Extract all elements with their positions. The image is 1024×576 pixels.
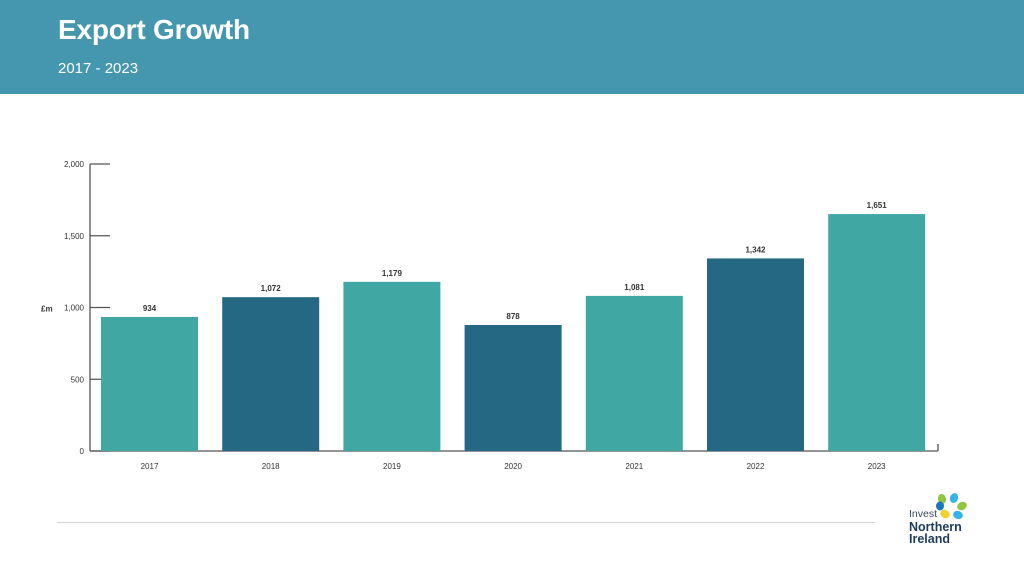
bar-2019 [343, 281, 441, 451]
x-tick-label: 2018 [262, 462, 280, 471]
logo-petal-icon [940, 509, 950, 519]
x-tick-label: 2021 [625, 462, 643, 471]
logo-petal-icon [936, 501, 944, 511]
y-axis-label: £m [41, 305, 53, 314]
bar-value-label: 1,081 [624, 283, 645, 292]
header-banner: Export Growth 2017 - 2023 [0, 0, 1024, 94]
logo-text-ireland: Ireland [909, 532, 950, 546]
logo-text-invest: Invest [909, 508, 938, 520]
bar-2021 [585, 295, 683, 451]
x-tick-label: 2023 [868, 462, 886, 471]
y-tick-label: 2,000 [64, 160, 85, 169]
bar-2023 [828, 214, 926, 451]
x-tick-label: 2022 [747, 462, 765, 471]
bar-value-label: 878 [506, 312, 520, 321]
bar-value-label: 1,342 [745, 245, 766, 254]
bar-value-label: 1,651 [867, 201, 888, 210]
logo-petal-icon [957, 501, 967, 511]
y-tick-label: 1,500 [64, 232, 85, 241]
y-tick-label: 500 [71, 375, 85, 384]
page-subtitle: 2017 - 2023 [58, 60, 139, 77]
footer-divider [57, 522, 875, 523]
x-tick-label: 2020 [504, 462, 522, 471]
bar-value-label: 1,179 [382, 269, 403, 278]
y-tick-label: 0 [80, 447, 85, 456]
logo-petal-icon [949, 493, 959, 503]
bar-2020 [464, 325, 562, 451]
logo-petal-icon [953, 510, 963, 520]
logo-petal-icon [937, 494, 947, 504]
bar-2017 [101, 316, 198, 451]
y-tick-label: 1,000 [64, 304, 85, 313]
bar-2022 [707, 258, 804, 451]
x-tick-label: 2017 [141, 462, 159, 471]
bar-2018 [222, 297, 320, 451]
page-title: Export Growth [58, 14, 250, 45]
bar-value-label: 1,072 [261, 284, 282, 293]
invest-ni-logo-mark [936, 493, 967, 520]
bar-value-label: 934 [143, 304, 157, 313]
logo-text-northern: Northern [909, 520, 962, 534]
x-tick-label: 2019 [383, 462, 401, 471]
